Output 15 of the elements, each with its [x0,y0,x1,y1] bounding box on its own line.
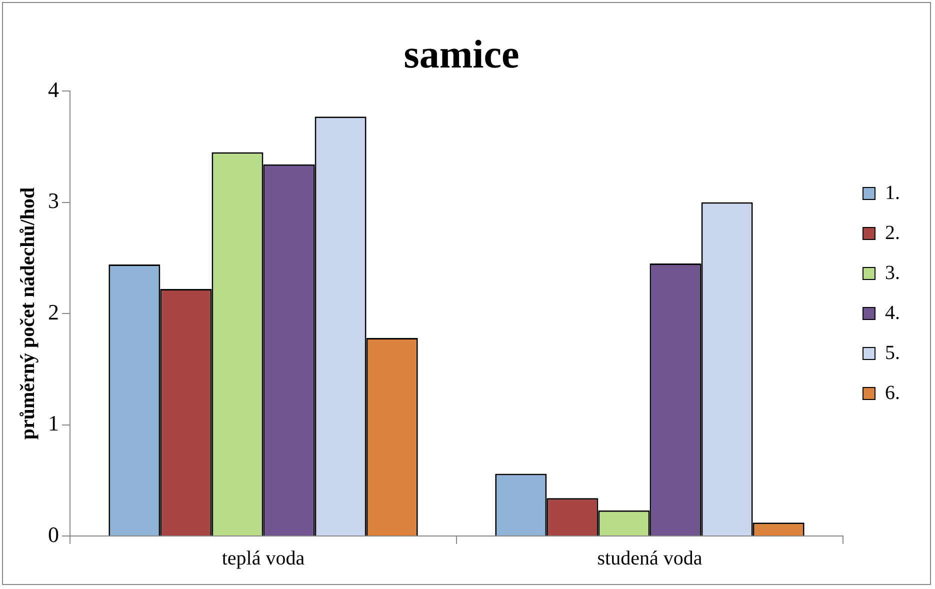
x-tick-label: teplá voda [222,547,305,570]
legend-label: 5. [885,342,900,364]
y-tick-label: 3 [48,188,59,214]
x-tick-label: studená voda [597,547,702,570]
chart-title: samice [404,31,520,76]
legend-label: 4. [885,302,900,324]
y-tick-label: 1 [48,410,59,436]
y-tick-label: 4 [48,76,59,102]
y-axis-title: průměrný počet nádechů/hod [17,187,40,440]
legend-label: 2. [885,222,900,244]
y-tick-label: 0 [48,522,59,547]
legend-label: 3. [885,262,900,284]
legend-label: 6. [885,382,900,404]
y-tick-label: 2 [48,299,59,324]
legend-label: 1. [885,182,900,204]
